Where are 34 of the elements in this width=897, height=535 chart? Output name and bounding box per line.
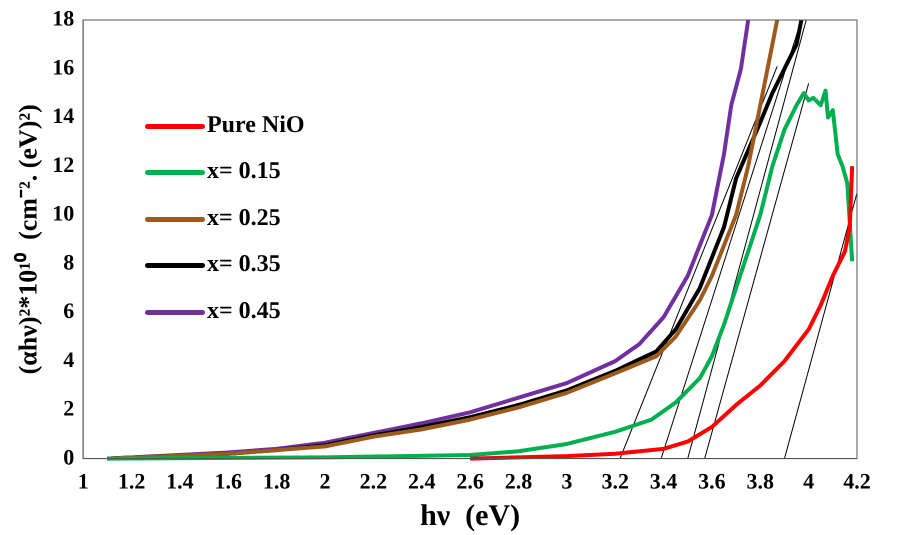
x-tick-label: 3.4 (650, 468, 678, 494)
y-tick-label: 6 (63, 298, 74, 324)
x-tick-label: 2 (320, 468, 331, 494)
x-tick-label: 1.4 (166, 468, 194, 494)
x-tick-label: 3.2 (601, 468, 629, 494)
y-tick-label: 18 (52, 6, 74, 31)
legend-label: x= 0.45 (207, 298, 282, 324)
x-tick-label: 2.4 (408, 468, 436, 494)
y-tick-label: 0 (63, 444, 74, 470)
y-tick-label: 2 (63, 396, 74, 421)
y-axis-title: (αhν)²*10¹⁰ (cm⁻². (eV)²) (13, 104, 42, 374)
x-axis-title: hν (eV) (420, 498, 520, 532)
x-tick-label: 1.8 (262, 468, 290, 494)
x-tick-label: 1 (78, 468, 89, 494)
x-tick-label: 2.8 (504, 468, 532, 494)
y-tick-label: 4 (63, 346, 74, 372)
legend-label: x= 0.35 (207, 251, 282, 278)
y-tick-label: 8 (63, 249, 74, 274)
legend-label: x= 0.15 (207, 158, 282, 185)
y-tick-label: 14 (52, 103, 74, 128)
y-tick-label: 12 (52, 152, 74, 177)
y-tick-label: 16 (52, 54, 74, 80)
x-tick-label: 1.2 (118, 468, 146, 494)
x-tick-label: 1.6 (214, 468, 242, 494)
x-tick-label: 3.8 (746, 468, 774, 494)
legend-label: x= 0.25 (207, 204, 282, 232)
x-tick-label: 4 (803, 468, 814, 494)
x-tick-label: 2.6 (456, 468, 484, 494)
x-tick-label: 3 (561, 468, 572, 494)
x-tick-label: 4.2 (843, 468, 871, 494)
legend-label: Pure NiO (207, 112, 306, 138)
y-tick-label: 10 (52, 200, 74, 226)
x-tick-label: 2.2 (360, 468, 388, 494)
x-tick-label: 3.6 (698, 468, 726, 494)
